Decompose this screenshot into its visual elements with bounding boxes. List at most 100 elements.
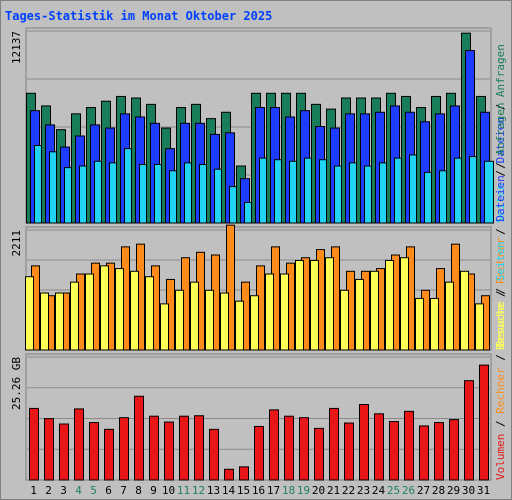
panel-bottom: 25.26 GB Volumen / Rechner / Besuche / Se… bbox=[10, 102, 507, 481]
panel-legend: Besuche / Rechner bbox=[494, 237, 507, 350]
bar-besuche-day-2 bbox=[40, 292, 49, 351]
x-tick-label: 15 bbox=[237, 484, 250, 497]
bar-volumen-day-9 bbox=[149, 415, 159, 481]
panel-legend: Volumen / Rechner / Besuche / Seiten / D… bbox=[494, 102, 507, 480]
legend-entry: / bbox=[494, 222, 507, 242]
bar-volumen-day-24 bbox=[374, 413, 384, 481]
x-tick-label: 16 bbox=[252, 484, 265, 497]
x-tick-label: 13 bbox=[207, 484, 220, 497]
bar-besuche-day-10 bbox=[160, 303, 169, 351]
x-tick-label: 20 bbox=[312, 484, 325, 497]
bar-volumen-day-25 bbox=[389, 421, 399, 481]
y-max-label: 12137 bbox=[10, 31, 23, 64]
bar-besuche-day-24 bbox=[370, 270, 379, 351]
bar-besuche-day-14 bbox=[220, 292, 229, 351]
bar-besuche-day-5 bbox=[85, 273, 94, 351]
legend-entry: Besuche bbox=[494, 301, 507, 347]
bar-besuche-day-4 bbox=[70, 281, 79, 351]
x-tick-label: 2 bbox=[45, 484, 52, 497]
y-max-label: 2211 bbox=[10, 230, 23, 257]
x-tick-label: 6 bbox=[105, 484, 112, 497]
chart-panels: 12137 Seiten / Dateien / Anfragen 2211 Besu… bbox=[10, 27, 507, 481]
bar-volumen-day-18 bbox=[284, 415, 294, 481]
bar-besuche-day-21 bbox=[325, 257, 334, 351]
bar-besuche-day-28 bbox=[430, 297, 439, 351]
legend-entry: / bbox=[494, 97, 507, 117]
bar-volumen-day-10 bbox=[164, 421, 174, 481]
x-tick-label: 17 bbox=[267, 484, 280, 497]
bar-volumen-day-20 bbox=[314, 427, 324, 481]
legend-entry: Anfragen bbox=[494, 102, 507, 155]
x-tick-label: 5 bbox=[90, 484, 97, 497]
bar-volumen-day-19 bbox=[299, 417, 309, 481]
x-tick-label: 7 bbox=[120, 484, 127, 497]
x-tick-label: 29 bbox=[447, 484, 460, 497]
bar-besuche-day-31 bbox=[475, 303, 484, 351]
bar-volumen-day-28 bbox=[434, 422, 444, 481]
legend-entry: Dateien bbox=[494, 117, 507, 163]
legend-entry: / bbox=[494, 155, 507, 175]
x-tick-label: 28 bbox=[432, 484, 445, 497]
bar-besuche-day-19 bbox=[295, 259, 304, 351]
x-tick-label: 3 bbox=[60, 484, 67, 497]
legend-entry: / bbox=[494, 348, 507, 368]
bar-volumen-day-21 bbox=[329, 407, 339, 481]
panel-top: 12137 Seiten / Dateien / Anfragen bbox=[10, 27, 507, 224]
x-tick-label: 1 bbox=[30, 484, 37, 497]
legend-entry: Rechner bbox=[494, 367, 507, 414]
bar-volumen-day-1 bbox=[29, 407, 39, 481]
x-tick-label: 9 bbox=[150, 484, 157, 497]
bar-volumen-day-23 bbox=[359, 404, 369, 481]
x-tick-label: 23 bbox=[357, 484, 370, 497]
x-tick-label: 24 bbox=[372, 484, 386, 497]
bar-volumen-day-17 bbox=[269, 409, 279, 481]
x-tick-label: 31 bbox=[477, 484, 490, 497]
bar-besuche-day-18 bbox=[280, 273, 289, 351]
bar-besuche-day-8 bbox=[130, 270, 139, 351]
bar-volumen-day-3 bbox=[59, 423, 69, 481]
bar-besuche-day-22 bbox=[340, 289, 349, 351]
legend-entry: Seiten bbox=[494, 183, 507, 223]
legend-entry: Besuche bbox=[494, 304, 507, 350]
panel-legend: Seiten / Dateien / Anfragen bbox=[494, 44, 507, 223]
bar-volumen-day-8 bbox=[134, 395, 144, 481]
bar-volumen-day-5 bbox=[89, 422, 99, 481]
bar-volumen-day-4 bbox=[74, 408, 84, 481]
chart-title: Tages-Statistik im Monat Oktober 2025 bbox=[5, 9, 272, 23]
bar-besuche-day-29 bbox=[445, 281, 454, 351]
bar-volumen-day-26 bbox=[404, 410, 414, 481]
bar-volumen-day-29 bbox=[449, 419, 459, 481]
bar-seiten-day-31 bbox=[484, 160, 494, 224]
legend-entry: Dateien bbox=[494, 175, 507, 221]
bar-volumen-day-15 bbox=[239, 466, 249, 481]
bar-besuche-day-15 bbox=[235, 300, 244, 351]
bar-besuche-day-12 bbox=[190, 281, 199, 351]
bar-besuche-day-11 bbox=[175, 289, 184, 351]
x-tick-label: 12 bbox=[192, 484, 205, 497]
x-tick-label: 4 bbox=[75, 484, 82, 497]
bar-besuche-day-25 bbox=[385, 259, 394, 351]
bar-besuche-day-30 bbox=[460, 270, 469, 351]
bar-volumen-day-22 bbox=[344, 422, 354, 481]
bar-besuche-day-13 bbox=[205, 289, 214, 351]
bar-volumen-day-6 bbox=[104, 428, 114, 481]
x-tick-label: 11 bbox=[177, 484, 190, 497]
x-tick-label: 21 bbox=[327, 484, 340, 497]
legend-entry: / bbox=[494, 163, 507, 183]
bar-besuche-day-1 bbox=[25, 276, 34, 351]
bar-volumen-day-27 bbox=[419, 425, 429, 481]
bar-besuche-day-16 bbox=[250, 295, 259, 351]
x-tick-label: 30 bbox=[462, 484, 475, 497]
x-tick-label: 19 bbox=[297, 484, 310, 497]
bar-besuche-day-3 bbox=[55, 292, 64, 351]
bar-volumen-day-14 bbox=[224, 468, 234, 481]
bar-besuche-day-27 bbox=[415, 297, 424, 351]
bar-besuche-day-17 bbox=[265, 273, 274, 351]
bar-besuche-day-20 bbox=[310, 259, 319, 351]
x-tick-label: 18 bbox=[282, 484, 295, 497]
bar-volumen-day-31 bbox=[479, 364, 489, 481]
x-tick-label: 14 bbox=[222, 484, 236, 497]
bar-volumen-day-30 bbox=[464, 380, 474, 481]
